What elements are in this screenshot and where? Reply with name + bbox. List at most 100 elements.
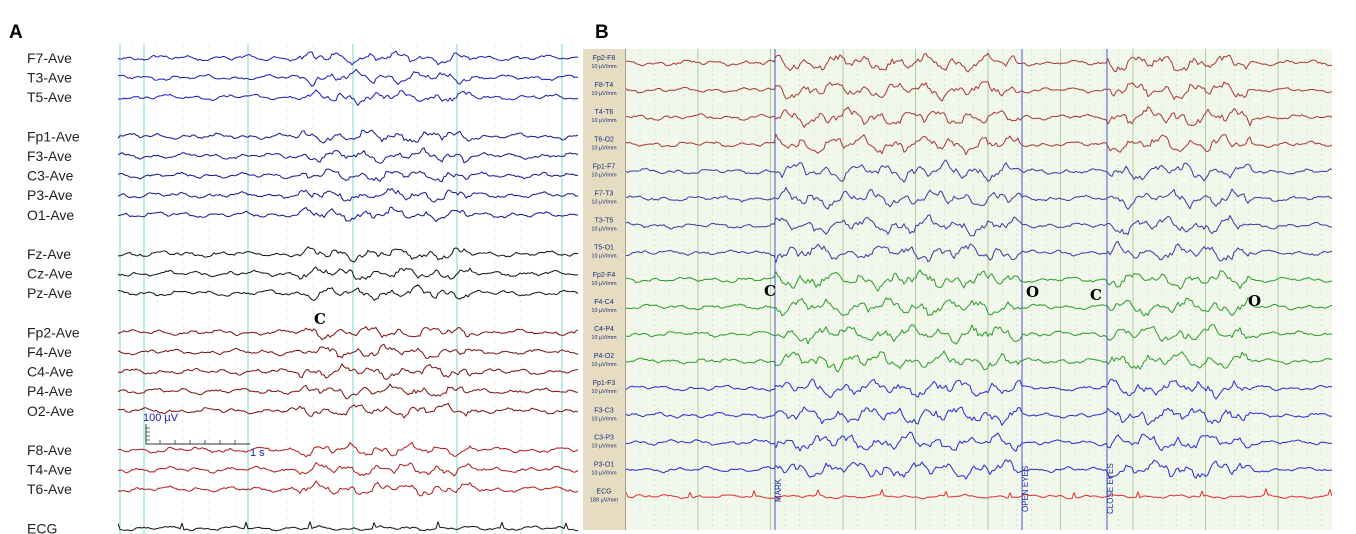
trace-c3-ave [118,168,578,183]
trace-p3-o1 [626,459,1332,480]
trace-fp1-f7 [626,159,1332,183]
channel-sensitivity-fp1-f7: 10 µV/mm [591,172,617,178]
channel-label-cz-ave: Cz-Ave [27,266,73,282]
trace-fp2-f4 [626,269,1332,292]
panel-b-label-column [583,49,625,530]
trace-f3-c3 [626,406,1332,426]
channel-label-t5-ave: T5-Ave [27,89,72,105]
channel-sensitivity-ecg: 188 µV/mm [590,498,619,504]
trace-f3-ave [118,147,578,164]
channel-sensitivity-f7-t3: 10 µV/mm [591,200,617,206]
trace-f4-ave [118,343,578,359]
trace-c4-ave [118,363,578,380]
channel-label-p4-o2: P4-O2 [594,353,614,360]
channel-label-f7-ave: F7-Ave [27,50,72,66]
channel-label-fp2-ave: Fp2-Ave [27,324,80,340]
channel-label-o1-ave: O1-Ave [27,207,74,223]
channel-label-t3-ave: T3-Ave [27,70,72,86]
event-label-open-eyes: OPEN EYES [1021,466,1030,512]
channel-sensitivity-fp1-f3: 10 µV/mm [591,389,617,395]
channel-label-f8-t4: F8-T4 [595,82,614,89]
panel-a-time-grid [119,44,574,534]
panel-b-time-grid [639,49,1322,530]
channel-label-c4-ave: C4-Ave [27,364,74,380]
channel-label-fz-ave: Fz-Ave [27,246,71,262]
trace-fz-ave [118,246,578,263]
trace-f8-ave [118,441,578,458]
trace-t3-t5 [626,214,1332,237]
channel-sensitivity-f3-c3: 10 µV/mm [591,416,617,422]
channel-sensitivity-fp2-f8: 10 µV/mm [591,64,617,70]
marker-c-1: C [764,282,776,300]
trace-f7-ave [118,50,578,66]
trace-cz-ave [118,266,578,280]
calibration-bar: 100 µV 1 s [143,412,265,459]
channel-sensitivity-t5-o1: 10 µV/mm [591,254,617,260]
marker-o-2: O [1248,292,1261,310]
channel-label-c4-p4: C4-P4 [594,326,614,333]
trace-pz-ave [118,284,578,301]
channel-label-t3-t5: T3-T5 [595,218,614,225]
marker-c: C [314,310,326,328]
channel-sensitivity-t4-t6: 10 µV/mm [591,118,617,124]
trace-f4-c4 [626,297,1332,317]
channel-label-t4-ave: T4-Ave [27,462,72,478]
channel-label-t6-ave: T6-Ave [27,481,72,497]
calibration-amplitude-label: 100 µV [143,412,179,424]
channel-label-fp1-f7: Fp1-F7 [593,163,616,170]
channel-label-fp2-f4: Fp2-F4 [593,272,616,279]
channel-label-f4-ave: F4-Ave [27,344,72,360]
channel-sensitivity-p4-o2: 10 µV/mm [591,362,617,368]
trace-fp1-ave [118,129,578,144]
channel-label-fp1-f3: Fp1-F3 [593,380,616,387]
trace-t3-ave [118,68,578,87]
trace-t6-o2 [626,133,1332,156]
channel-label-p4-ave: P4-Ave [27,383,73,399]
trace-fp2-f8 [626,52,1332,73]
trace-p4-ave [118,383,578,400]
panel-a-traces [118,50,578,532]
panel-a: A F7-Ave T3-Ave T5-Ave Fp1-Ave F3-Ave C3-Ave P… [9,22,578,534]
channel-label-f3-c3: F3-C3 [594,407,614,414]
event-label-close-eyes: CLOSE EYES [1106,463,1115,514]
channel-label-f3-ave: F3-Ave [27,148,72,164]
channel-label-pz-ave: Pz-Ave [27,285,72,301]
channel-label-fp1-ave: Fp1-Ave [27,128,80,144]
channel-label-f7-t3: F7-T3 [595,191,614,198]
channel-sensitivity-f8-t4: 10 µV/mm [591,91,617,97]
channel-label-ecg: ECG [27,520,57,534]
trace-ecg [118,521,578,532]
panel-b: B Fp2-F8 10 µV/mm F8-T4 10 µV/mm T4-T6 10 µV/… [583,22,1332,530]
trace-fp2-ave [118,326,578,341]
channel-label-o2-ave: O2-Ave [27,403,74,419]
trace-t5-ave [118,89,578,106]
channel-sensitivity-t3-t5: 10 µV/mm [591,227,617,233]
channel-sensitivity-p3-o1: 10 µV/mm [591,471,617,477]
panel-b-trace-area [626,49,1332,530]
trace-t5-o1 [626,240,1332,263]
trace-c3-p3 [626,431,1332,452]
channel-label-f8-ave: F8-Ave [27,442,72,458]
marker-c-2: C [1090,286,1102,304]
channel-label-t6-o2: T6-O2 [594,136,614,143]
channel-label-fp2-f8: Fp2-F8 [593,55,616,62]
channel-sensitivity-c3-p3: 10 µV/mm [591,443,617,449]
channel-label-t5-o1: T5-O1 [594,245,614,252]
channel-label-c3-p3: C3-P3 [594,434,614,441]
trace-f7-t3 [626,187,1332,210]
trace-t4-t6 [626,106,1332,128]
trace-c4-p4 [626,324,1332,345]
channel-label-p3-o1: P3-O1 [594,462,614,469]
marker-o-1: O [1026,283,1039,301]
event-label-mark: MARK [774,478,783,502]
trace-t6-ave [118,480,578,497]
channel-label-p3-ave: P3-Ave [27,187,73,203]
trace-ecg [626,488,1332,500]
panel-b-letter: B [595,22,609,43]
panel-b-traces [626,52,1332,500]
channel-sensitivity-c4-p4: 10 µV/mm [591,335,617,341]
channel-label-ecg: ECG [596,489,611,496]
channel-label-c3-ave: C3-Ave [27,168,74,184]
trace-f8-t4 [626,81,1332,102]
